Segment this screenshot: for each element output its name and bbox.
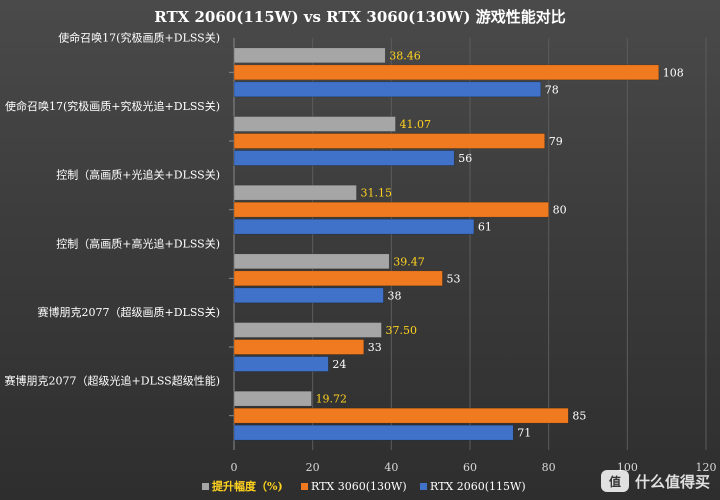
- data-label: 24: [332, 358, 346, 371]
- bar: [233, 253, 390, 270]
- x-tick-label: 40: [384, 461, 398, 474]
- data-label: 33: [368, 341, 382, 354]
- bar: [233, 133, 546, 149]
- bar: [233, 339, 365, 355]
- bar: [233, 116, 396, 132]
- legend-label: RTX 3060(130W): [311, 480, 407, 493]
- data-label: 108: [663, 66, 684, 79]
- category-label: 控制（高画质+光追关+DLSS关): [56, 168, 220, 182]
- data-label: 38: [387, 289, 401, 302]
- bar: [233, 184, 357, 201]
- data-label: 71: [517, 427, 531, 440]
- x-tick-label: 0: [231, 461, 238, 474]
- data-label: 41.07: [400, 118, 432, 131]
- x-tick-label: 80: [542, 461, 556, 474]
- data-label: 80: [553, 204, 567, 217]
- bar: [233, 407, 569, 424]
- data-label: 31.15: [361, 187, 393, 200]
- category-label: 赛博朋克2077（超级光追+DLSS超级性能): [4, 374, 220, 388]
- watermark-logo-icon: 值: [600, 470, 629, 492]
- x-tick-label: 20: [306, 461, 320, 474]
- legend-label: 提升幅度（%): [212, 479, 283, 493]
- data-label: 38.46: [389, 49, 421, 62]
- data-label: 78: [545, 83, 559, 96]
- bar: [233, 201, 549, 218]
- bar: [233, 47, 386, 64]
- data-label: 79: [549, 135, 563, 148]
- bar: [233, 64, 660, 81]
- data-label: 53: [446, 272, 460, 285]
- bar: [233, 270, 443, 287]
- category-label: 控制（高画质+高光追+DLSS关): [56, 236, 220, 250]
- bar: [233, 287, 384, 304]
- watermark: 值 什么值得买: [600, 470, 710, 492]
- x-tick-label: 60: [463, 461, 477, 474]
- bar: [233, 390, 312, 407]
- legend-swatch: [301, 483, 308, 490]
- category-label: 使命召唤17(究极画质+DLSS关): [58, 30, 220, 44]
- legend-swatch: [420, 483, 427, 490]
- bar: [233, 322, 382, 338]
- bar: [233, 424, 514, 441]
- legend-swatch: [202, 483, 209, 490]
- bar: [233, 356, 329, 372]
- category-label: 赛博朋克2077（超级画质+DLSS关): [37, 305, 220, 319]
- data-label: 39.47: [393, 255, 425, 268]
- data-label: 56: [458, 152, 472, 165]
- x-tick-label: 120: [696, 461, 717, 474]
- watermark-text: 什么值得买: [634, 472, 710, 491]
- data-label: 19.72: [316, 393, 348, 406]
- data-label: 37.50: [386, 324, 418, 337]
- data-label: 61: [478, 221, 492, 234]
- bar: [233, 81, 542, 98]
- legend-label: RTX 2060(115W): [430, 480, 526, 493]
- data-label: 85: [572, 410, 586, 423]
- bar: [233, 218, 475, 235]
- bar: [233, 150, 455, 166]
- chart-title: RTX 2060(115W) vs RTX 3060(130W) 游戏性能对比: [154, 8, 565, 26]
- category-label: 使命召唤17(究极画质+究极光追+DLSS关): [5, 99, 220, 113]
